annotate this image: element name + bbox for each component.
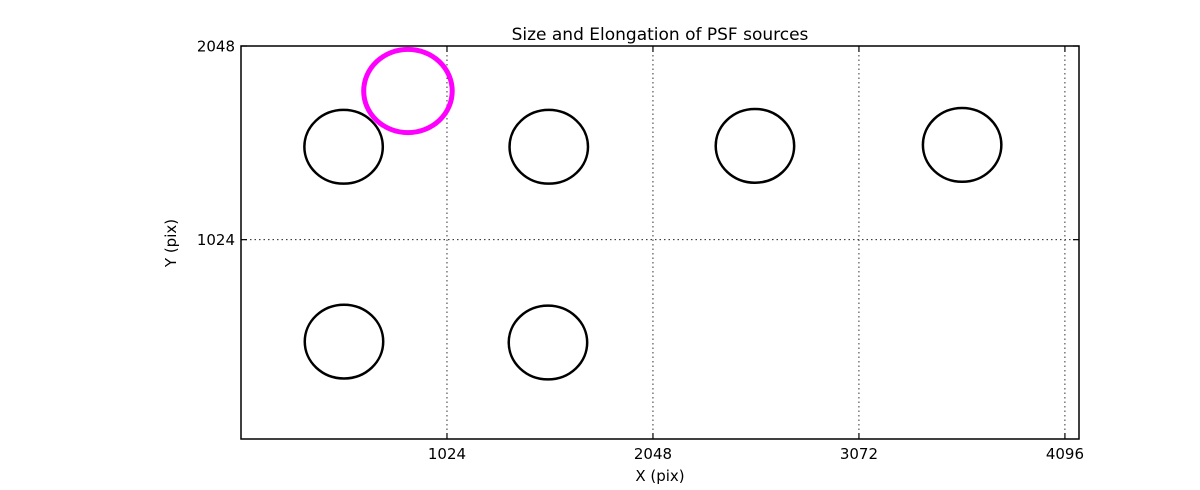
y-tick-labels: 1024 2048: [197, 38, 235, 250]
x-tick-label: 2048: [634, 445, 672, 463]
y-tick-label: 1024: [197, 231, 235, 249]
psf-source: [714, 107, 796, 184]
x-tick-labels: 1024 2048 3072 4096: [428, 445, 1084, 463]
x-tick-label: 4096: [1046, 445, 1084, 463]
y-tick-label: 2048: [197, 38, 235, 56]
psf-source: [921, 106, 1003, 184]
gridlines: [241, 46, 1079, 439]
y-axis-label: Y (pix): [162, 219, 180, 268]
x-tick-label: 3072: [840, 445, 878, 463]
psf-source: [303, 108, 385, 185]
x-axis-label: X (pix): [635, 467, 684, 485]
psf-source: [508, 108, 590, 185]
psf-source-markers: [303, 46, 1003, 381]
plot-title: Size and Elongation of PSF sources: [512, 25, 809, 45]
psf-source: [303, 303, 385, 380]
psf-source: [507, 304, 589, 381]
plot-frame: [240, 45, 1080, 440]
x-tick-label: 1024: [428, 445, 466, 463]
psf-source-flagged: [361, 46, 455, 136]
